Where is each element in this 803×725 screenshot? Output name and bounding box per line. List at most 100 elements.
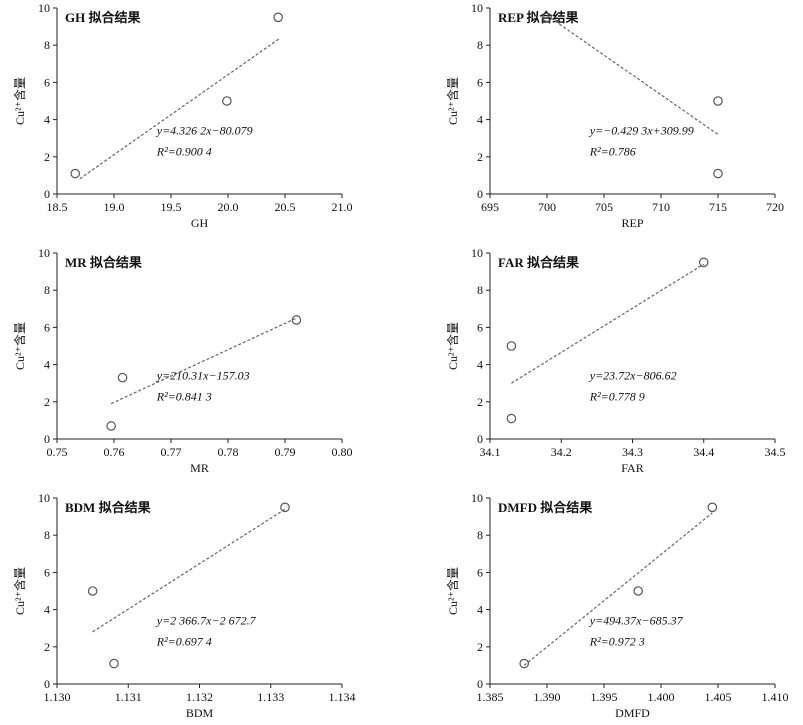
x-axis-label: REP xyxy=(621,216,643,230)
y-tick-label: 0 xyxy=(44,187,50,201)
y-tick-label: 6 xyxy=(477,565,483,579)
y-tick-label: 2 xyxy=(477,150,483,164)
chart-title: FAR 拟合结果 xyxy=(498,255,579,270)
data-point xyxy=(542,12,552,23)
chart-panel: 0.75 0.76 0.77 0.78 0.79 0.80 0 2 4 6 8 10 MR Cu²⁺含量 M… xyxy=(12,246,353,475)
r-squared-label: R²=0.972 3 xyxy=(589,634,645,648)
data-point xyxy=(506,341,517,351)
x-tick-label: 21.0 xyxy=(332,200,353,214)
y-tick-label: 0 xyxy=(477,187,483,201)
chart-panel: 1.385 1.390 1.395 1.400 1.405 1.410 0 2 4 6 8 10 DMF… xyxy=(445,491,789,720)
fit-equation: y=210.31x−157.03 xyxy=(156,368,250,382)
data-point xyxy=(280,502,290,513)
x-tick-label: 0.80 xyxy=(332,445,353,459)
y-tick-label: 10 xyxy=(471,491,483,505)
data-point xyxy=(506,413,517,424)
y-axis-label: Cu²⁺含量 xyxy=(445,322,460,370)
data-point xyxy=(519,658,529,669)
data-point xyxy=(70,168,81,179)
x-tick-label: 1.405 xyxy=(705,690,732,704)
y-axis-label: Cu²⁺含量 xyxy=(12,567,27,615)
x-tick-label: 720 xyxy=(766,200,784,214)
chart-title: BDM 拟合结果 xyxy=(65,500,151,515)
x-axis-label: FAR xyxy=(621,461,643,475)
y-tick-label: 0 xyxy=(44,677,50,691)
fit-equation: y=23.72x−806.62 xyxy=(589,368,677,382)
chart-panel: 18.5 19.0 19.5 20.0 20.5 21.0 0 2 4 6 8 10 GH Cu²⁺含量 G… xyxy=(12,1,353,230)
x-tick-label: 1.385 xyxy=(477,690,504,704)
chart-title: MR 拟合结果 xyxy=(65,255,142,270)
data-point xyxy=(707,502,718,513)
y-tick-label: 4 xyxy=(44,358,50,372)
y-tick-label: 4 xyxy=(477,358,483,372)
x-tick-label: 1.133 xyxy=(257,690,284,704)
x-tick-label: 20.5 xyxy=(275,200,296,214)
y-tick-label: 8 xyxy=(477,38,483,52)
data-point xyxy=(87,586,98,596)
fit-line xyxy=(523,512,713,666)
y-tick-label: 4 xyxy=(44,113,50,127)
x-tick-label: 19.5 xyxy=(161,200,182,214)
x-tick-label: 700 xyxy=(538,200,556,214)
data-point xyxy=(713,168,723,179)
x-tick-label: 0.75 xyxy=(47,445,68,459)
y-tick-label: 6 xyxy=(44,75,50,89)
x-tick-label: 0.79 xyxy=(275,445,296,459)
y-tick-label: 4 xyxy=(477,113,483,127)
y-tick-label: 8 xyxy=(477,283,483,297)
y-tick-label: 10 xyxy=(471,1,483,15)
data-point xyxy=(109,658,119,669)
chart-title: GH 拟合结果 xyxy=(65,10,140,25)
chart-title: DMFD 拟合结果 xyxy=(498,500,592,515)
x-axis-label: DMFD xyxy=(615,706,650,720)
y-tick-label: 10 xyxy=(38,1,50,15)
x-tick-label: 1.390 xyxy=(534,690,561,704)
x-axis-label: MR xyxy=(190,461,209,475)
x-tick-label: 34.3 xyxy=(622,445,643,459)
y-tick-label: 2 xyxy=(477,395,483,409)
y-tick-label: 6 xyxy=(477,75,483,89)
y-tick-label: 8 xyxy=(44,528,50,542)
x-axis-label: BDM xyxy=(186,706,214,720)
data-point xyxy=(291,315,302,325)
x-tick-label: 715 xyxy=(709,200,727,214)
y-axis-label: Cu²⁺含量 xyxy=(445,567,460,615)
y-tick-label: 4 xyxy=(477,603,483,617)
x-tick-label: 1.400 xyxy=(648,690,675,704)
y-tick-label: 2 xyxy=(44,640,50,654)
fit-line xyxy=(511,263,705,384)
x-axis-label: GH xyxy=(191,216,209,230)
x-tick-label: 695 xyxy=(481,200,499,214)
y-tick-label: 2 xyxy=(44,150,50,164)
r-squared-label: R²=0.841 3 xyxy=(156,389,212,403)
x-tick-label: 1.131 xyxy=(115,690,142,704)
chart-title: REP 拟合结果 xyxy=(498,10,579,25)
data-point xyxy=(273,12,283,23)
y-tick-label: 10 xyxy=(38,491,50,505)
r-squared-label: R²=0.778 9 xyxy=(589,389,645,403)
chart-panel: 1.130 1.131 1.132 1.133 1.134 0 2 4 6 8 10 BDM Cu²⁺含… xyxy=(12,491,356,720)
y-tick-label: 10 xyxy=(38,246,50,260)
y-tick-label: 6 xyxy=(477,320,483,334)
x-tick-label: 1.395 xyxy=(591,690,618,704)
x-tick-label: 1.130 xyxy=(44,690,71,704)
fit-line xyxy=(546,14,719,135)
y-tick-label: 0 xyxy=(477,432,483,446)
y-tick-label: 0 xyxy=(44,432,50,446)
y-tick-label: 8 xyxy=(44,38,50,52)
y-tick-label: 6 xyxy=(44,565,50,579)
x-tick-label: 34.5 xyxy=(765,445,786,459)
fit-equation: y=−0.429 3x+309.99 xyxy=(589,123,694,137)
data-point xyxy=(106,421,116,431)
data-point xyxy=(713,96,723,106)
y-tick-label: 6 xyxy=(44,320,50,334)
x-tick-label: 34.1 xyxy=(480,445,501,459)
x-tick-label: 1.132 xyxy=(186,690,213,704)
x-tick-label: 705 xyxy=(595,200,613,214)
y-tick-label: 10 xyxy=(471,246,483,260)
fit-equation: y=4.326 2x−80.079 xyxy=(156,123,253,137)
x-tick-label: 1.134 xyxy=(329,690,356,704)
fit-equation: y=494.37x−685.37 xyxy=(589,613,684,627)
data-point xyxy=(222,96,232,106)
